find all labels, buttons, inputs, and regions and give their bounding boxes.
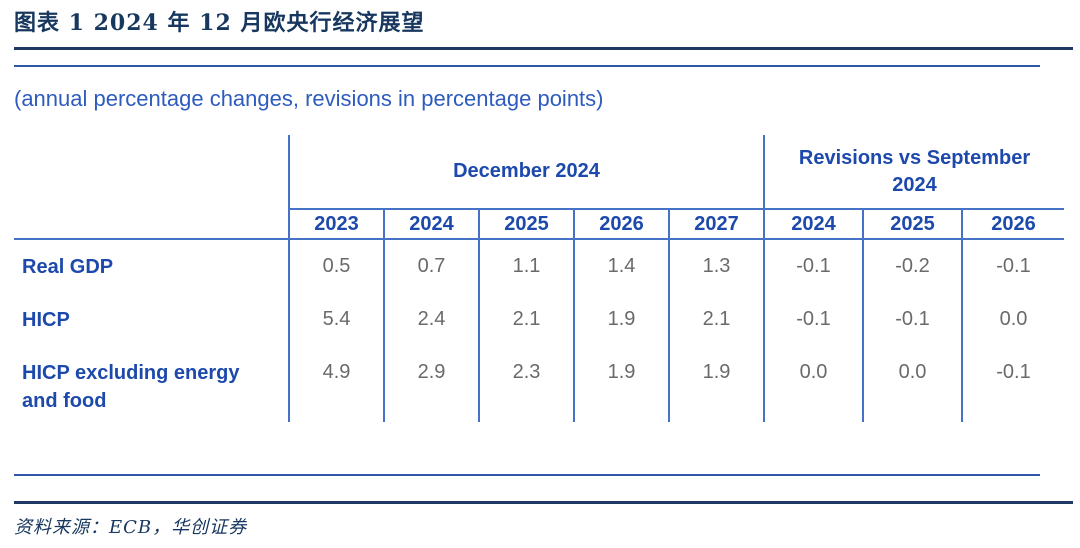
value-cell: 4.9 (288, 346, 383, 422)
year-header: 2026 (961, 208, 1064, 240)
value-cell: 1.4 (573, 240, 668, 293)
table-subtitle: (annual percentage changes, revisions in… (14, 86, 604, 111)
value-cell: 1.9 (573, 346, 668, 422)
value-cell: 1.9 (573, 293, 668, 346)
corner-spacer (14, 135, 288, 208)
value-cell: 0.0 (961, 293, 1064, 346)
year-header: 2026 (573, 208, 668, 240)
value-cell: 5.4 (288, 293, 383, 346)
value-cell: 2.3 (478, 346, 573, 422)
value-cell: -0.2 (862, 240, 961, 293)
year-header: 2025 (478, 208, 573, 240)
figure-title: 图表 1 2024 年 12 月欧央行经济展望 (14, 10, 425, 36)
value-cell: 1.9 (668, 346, 763, 422)
value-cell: -0.1 (862, 293, 961, 346)
value-cell: 0.0 (763, 346, 862, 422)
value-cell: 2.4 (383, 293, 478, 346)
value-cell: -0.1 (961, 346, 1064, 422)
value-cell: 0.0 (862, 346, 961, 422)
projections-table: December 2024 Revisions vs September 202… (14, 135, 1064, 422)
year-header: 2024 (763, 208, 862, 240)
value-cell: -0.1 (763, 240, 862, 293)
top-rule-thick (14, 47, 1073, 50)
year-row-spacer (14, 208, 288, 240)
value-cell: 2.1 (478, 293, 573, 346)
year-header: 2027 (668, 208, 763, 240)
source-attribution: 资料来源：ECB，华创证券 (14, 517, 248, 538)
value-cell: 0.5 (288, 240, 383, 293)
year-header: 2024 (383, 208, 478, 240)
value-cell: 1.1 (478, 240, 573, 293)
row-label-text: HICP excluding energy and food (22, 362, 240, 412)
group-header-december-2024: December 2024 (288, 135, 763, 208)
row-label-hicp: HICP (14, 293, 288, 346)
bottom-rule-thin (14, 474, 1040, 476)
year-header: 2025 (862, 208, 961, 240)
value-cell: 0.7 (383, 240, 478, 293)
value-cell: -0.1 (961, 240, 1064, 293)
year-header: 2023 (288, 208, 383, 240)
value-cell: 2.9 (383, 346, 478, 422)
value-cell: -0.1 (763, 293, 862, 346)
row-label-real-gdp: Real GDP (14, 240, 288, 293)
bottom-rule-thick (14, 501, 1073, 504)
value-cell: 2.1 (668, 293, 763, 346)
value-cell: 1.3 (668, 240, 763, 293)
top-rule-thin (14, 65, 1040, 67)
row-label-hicp-excluding: HICP excluding energy and food (14, 346, 288, 422)
row-label-text: HICP (22, 309, 70, 331)
row-label-text: Real GDP (22, 256, 114, 278)
group-header-revisions: Revisions vs September 2024 (763, 135, 1064, 208)
